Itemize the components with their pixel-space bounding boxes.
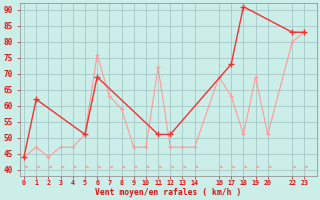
- X-axis label: Vent moyen/en rafales ( km/h ): Vent moyen/en rafales ( km/h ): [95, 188, 242, 197]
